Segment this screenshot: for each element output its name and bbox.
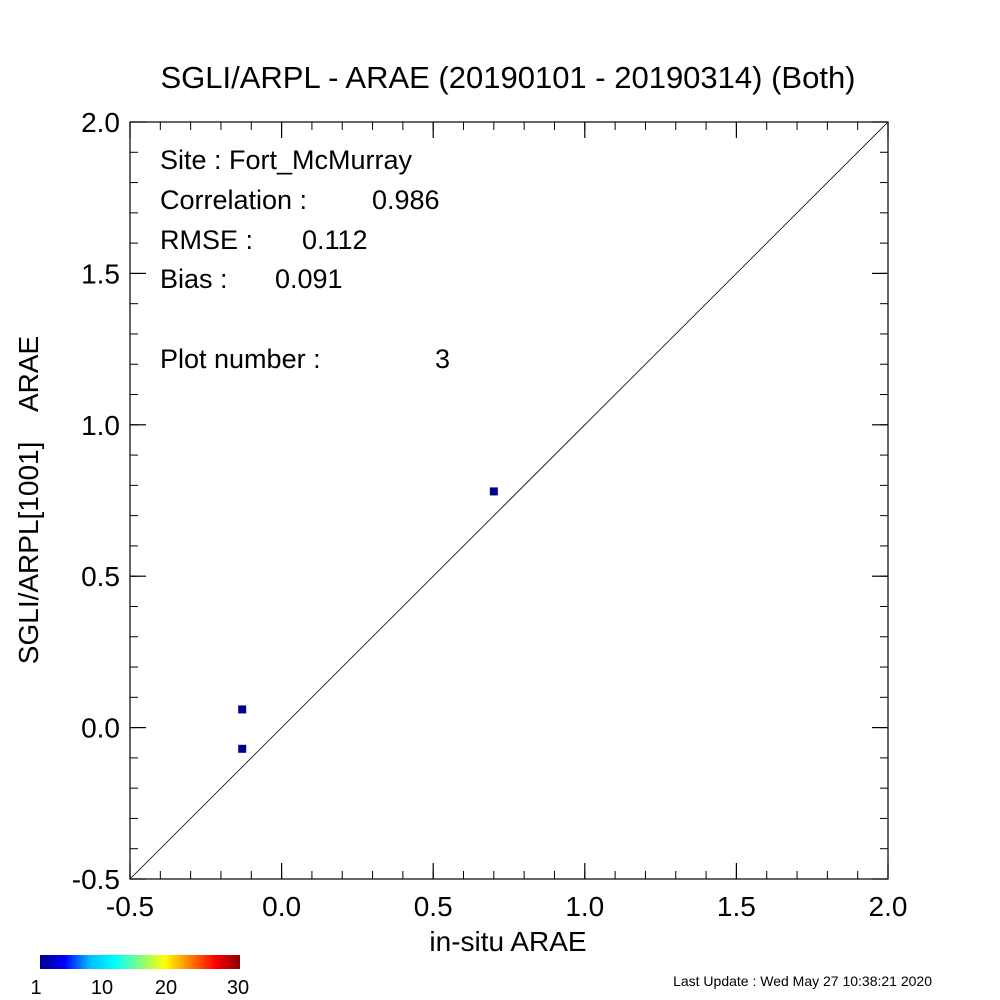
y-tick-label: 0.0	[81, 713, 120, 744]
correlation-label: Correlation :	[160, 185, 307, 215]
data-point	[238, 705, 247, 714]
plot-number-label: Plot number :	[160, 344, 321, 374]
y-tick-label: 2.0	[81, 107, 120, 138]
colorbar-tick-label: 30	[227, 977, 249, 999]
x-tick-label: 2.0	[869, 891, 908, 922]
plot-number-value: 3	[435, 344, 450, 374]
colorbar-tick-label: 20	[155, 977, 177, 999]
x-tick-label: 1.0	[565, 891, 604, 922]
bias-value: 0.091	[275, 264, 343, 294]
bias-label: Bias :	[160, 264, 228, 294]
stats-block: Site : Fort_McMurray Correlation : 0.986…	[160, 145, 450, 374]
y-tick-label: 0.5	[81, 561, 120, 592]
y-tick-label: -0.5	[72, 864, 120, 895]
chart-title: SGLI/ARPL - ARAE (20190101 - 20190314) (…	[160, 60, 855, 95]
data-point	[238, 744, 247, 753]
y-tick-label: 1.5	[81, 258, 120, 289]
site-label: Site : Fort_McMurray	[160, 145, 413, 175]
rmse-label: RMSE :	[160, 225, 253, 255]
major-ticks	[129, 121, 889, 880]
last-update-text: Last Update : Wed May 27 10:38:21 2020	[673, 973, 932, 989]
y-axis-label: SGLI/ARPL[1001] ARAE	[13, 336, 44, 664]
data-points	[238, 487, 498, 753]
data-point	[489, 487, 498, 496]
x-axis-label: in-situ ARAE	[429, 926, 586, 957]
correlation-value: 0.986	[372, 185, 440, 215]
one-to-one-line	[129, 121, 889, 880]
x-tick-label: 1.5	[717, 891, 756, 922]
colorbar-tick-label: 10	[91, 977, 113, 999]
x-tick-label: 0.0	[262, 891, 301, 922]
x-tick-label: -0.5	[106, 891, 154, 922]
x-tick-label: 0.5	[414, 891, 453, 922]
y-tick-labels: -0.5 0.0 0.5 1.0 1.5 2.0	[72, 107, 120, 895]
y-tick-label: 1.0	[81, 410, 120, 441]
colorbar-labels: 1 10 20 30	[30, 977, 249, 999]
colorbar-tick-label: 1	[30, 977, 41, 999]
plot-frame	[129, 121, 889, 880]
rmse-value: 0.112	[302, 225, 368, 255]
x-tick-labels: -0.5 0.0 0.5 1.0 1.5 2.0	[106, 891, 908, 922]
colorbar	[40, 955, 240, 969]
